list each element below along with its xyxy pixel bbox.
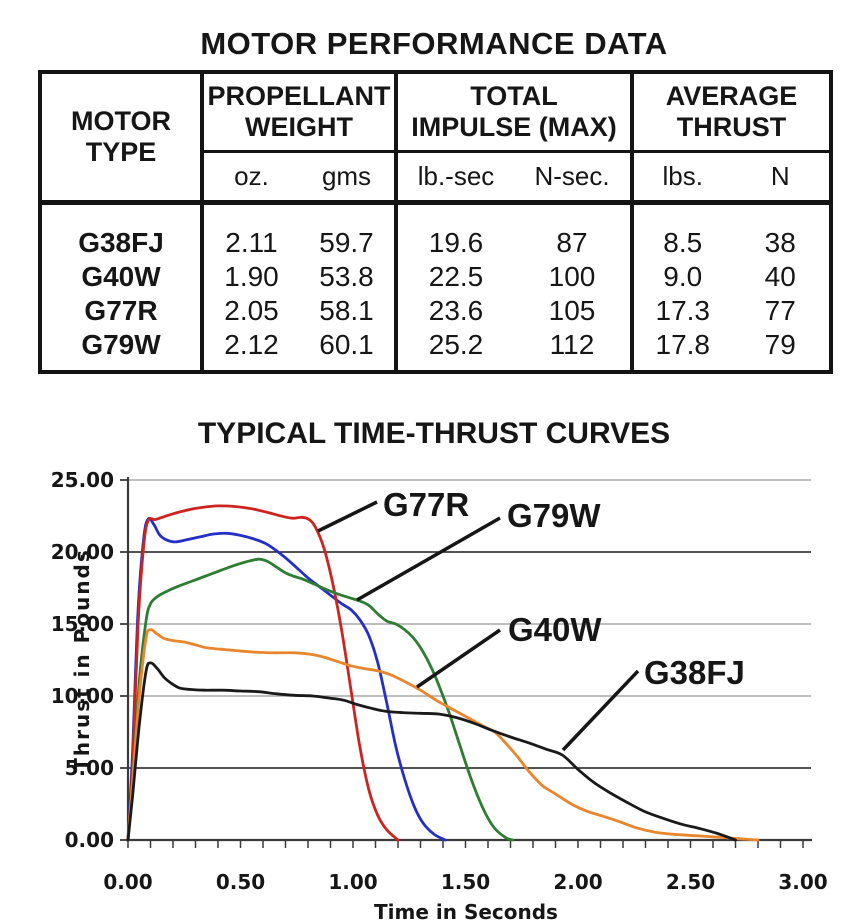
table-header-motor-type: MOTOR TYPE <box>42 74 200 200</box>
curve-g79w <box>126 557 515 842</box>
cell-gms: 60.1 <box>319 329 374 360</box>
curve-label-g40w: G40W <box>508 611 602 648</box>
x-tick-label: 2.50 <box>666 870 715 894</box>
curve-unlabeled-blue <box>126 517 447 842</box>
callout-line-g38fj <box>561 669 640 752</box>
table-row: 2.12 60.1 <box>204 328 394 362</box>
x-axis-title: Time in Seconds <box>374 900 558 924</box>
average-thrust-column: 8.5 38 9.0 40 17.3 77 17.8 79 <box>630 200 829 370</box>
units-propellant-weight: oz. gms <box>200 150 394 200</box>
table-header-total-impulse: TOTAL IMPULSE (MAX) <box>394 74 630 150</box>
cell-oz: 2.05 <box>224 295 279 326</box>
y-tick-label: 20.00 <box>51 540 114 564</box>
propellant-weight-column: 2.11 59.7 1.90 53.8 2.05 58.1 2.12 60.1 <box>200 200 394 370</box>
curve-g38fj <box>126 661 737 842</box>
units-average-thrust: lbs. N <box>630 150 829 200</box>
unit-label: gms <box>321 161 372 191</box>
x-tick-label: 2.00 <box>553 870 602 894</box>
cell-gms: 58.1 <box>319 295 374 326</box>
cell-n: 38 <box>764 227 796 258</box>
cell-lbs: 17.8 <box>655 329 711 360</box>
cell-nsec: 112 <box>549 329 595 360</box>
chart-title: TYPICAL TIME-THRUST CURVES <box>197 417 671 450</box>
curve-g40w <box>126 628 760 842</box>
table-row: 1.90 53.8 <box>204 260 394 294</box>
header-line: WEIGHT <box>245 112 353 142</box>
cell-lbsec: 25.2 <box>428 329 484 360</box>
callout-line-g79w <box>356 516 501 602</box>
table-row: 17.8 79 <box>634 328 829 362</box>
table-row: 22.5 100 <box>398 260 630 294</box>
table-row: 25.2 112 <box>398 328 630 362</box>
motor-performance-table: MOTOR TYPE PROPELLANT WEIGHT TOTAL IMPUL… <box>38 70 833 374</box>
y-tick-label: 5.00 <box>65 756 114 780</box>
curve-label-g77r: G77R <box>383 486 469 523</box>
y-axis-title: Thrust in Pounds <box>70 548 94 772</box>
motor-name-column: G38FJ G40W G77R G79W <box>42 200 200 370</box>
header-line: MOTOR <box>71 106 171 136</box>
cell-oz: 2.11 <box>225 227 278 258</box>
table-header-propellant-weight: PROPELLANT WEIGHT <box>200 74 394 150</box>
header-line: TOTAL <box>470 81 558 111</box>
table-row: 8.5 38 <box>634 226 829 260</box>
page-title: MOTOR PERFORMANCE DATA <box>200 26 668 61</box>
x-tick-label: 3.00 <box>778 870 827 894</box>
cell-nsec: 87 <box>556 227 588 258</box>
cell-n: 77 <box>764 295 796 326</box>
y-tick-label: 15.00 <box>51 612 114 636</box>
table-row: 2.05 58.1 <box>204 294 394 328</box>
motor-name: G38FJ <box>78 227 164 258</box>
unit-label: lbs. <box>662 161 703 191</box>
cell-n: 40 <box>764 261 796 292</box>
header-line: PROPELLANT <box>207 81 391 111</box>
table-row: 2.11 59.7 <box>204 226 394 260</box>
time-thrust-chart: 0.00 0.50 1.00 1.50 2.00 2.50 3.00 0.00 5.00 10.0… <box>51 468 828 924</box>
callout-line-g77r <box>317 500 378 533</box>
header-line: IMPULSE (MAX) <box>411 112 617 142</box>
unit-label: lb.-sec <box>417 161 495 191</box>
table-row: 19.6 87 <box>398 226 630 260</box>
motor-name: G77R <box>84 295 158 326</box>
y-tick-label: 25.00 <box>51 468 114 492</box>
x-tick-label: 1.00 <box>328 870 377 894</box>
motor-name: G79W <box>81 329 161 360</box>
cell-lbs: 17.3 <box>655 295 711 326</box>
cell-oz: 1.90 <box>224 261 279 292</box>
table-row: 23.6 105 <box>398 294 630 328</box>
motor-name: G40W <box>81 261 161 292</box>
cell-oz: 2.12 <box>224 329 279 360</box>
table-header-average-thrust: AVERAGE THRUST <box>630 74 829 150</box>
unit-label: oz. <box>234 161 269 191</box>
header-line: THRUST <box>676 112 787 142</box>
cell-lbsec: 23.6 <box>428 295 484 326</box>
y-tick-label: 10.00 <box>51 684 114 708</box>
cell-nsec: 100 <box>548 261 596 292</box>
curve-g77r <box>126 504 400 842</box>
header-line: AVERAGE <box>665 81 798 111</box>
curve-label-g38fj: G38FJ <box>644 654 745 691</box>
cell-lbs: 9.0 <box>663 261 703 292</box>
cell-nsec: 105 <box>548 295 596 326</box>
units-total-impulse: lb.-sec N-sec. <box>394 150 630 200</box>
x-tick-label: 1.50 <box>441 870 490 894</box>
table-row: 9.0 40 <box>634 260 829 294</box>
unit-label: N <box>770 161 790 191</box>
cell-n: 79 <box>764 329 796 360</box>
x-tick-label: 0.50 <box>216 870 265 894</box>
curve-label-g79w: G79W <box>507 497 601 534</box>
cell-gms: 59.7 <box>319 227 374 258</box>
total-impulse-column: 19.6 87 22.5 100 23.6 105 25.2 112 <box>394 200 630 370</box>
cell-lbsec: 22.5 <box>428 261 484 292</box>
cell-lbsec: 19.6 <box>428 227 484 258</box>
table-row: 17.3 77 <box>634 294 829 328</box>
header-line: TYPE <box>85 137 157 167</box>
x-tick-label: 0.00 <box>103 870 152 894</box>
callout-line-g40w <box>416 628 501 689</box>
y-tick-label: 0.00 <box>65 828 114 852</box>
cell-lbs: 8.5 <box>663 227 703 258</box>
cell-gms: 53.8 <box>319 261 374 292</box>
unit-label: N-sec. <box>534 161 610 191</box>
